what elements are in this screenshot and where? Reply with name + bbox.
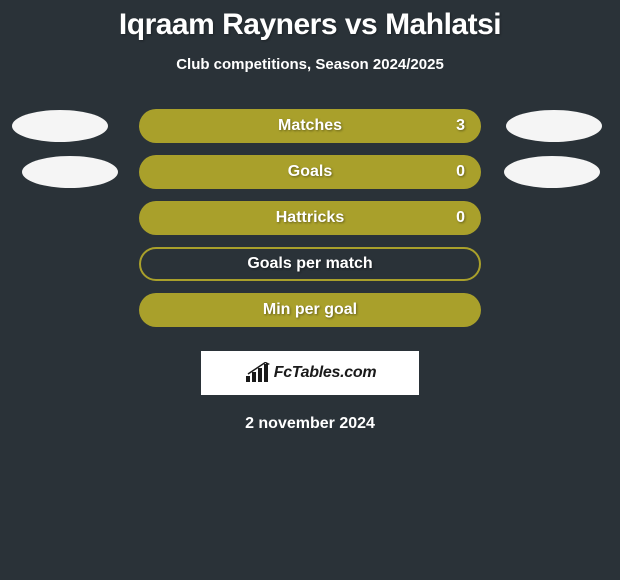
stat-row-goals: Goals 0 [0,155,620,189]
stat-value: 3 [456,117,465,135]
stat-bar: Min per goal [139,293,481,327]
date-label: 2 november 2024 [245,415,375,433]
main-container: Iqraam Rayners vs Mahlatsi Club competit… [0,0,620,580]
stat-row-matches: Matches 3 [0,109,620,143]
page-subtitle: Club competitions, Season 2024/2025 [176,56,444,73]
logo-text: FcTables.com [274,364,377,382]
ellipse-left-icon [22,156,118,188]
stat-label: Goals per match [247,255,372,273]
stat-row-min-per-goal: Min per goal [0,293,620,327]
stat-label: Min per goal [263,301,357,319]
stat-row-hattricks: Hattricks 0 [0,201,620,235]
stats-area: Matches 3 Goals 0 Hattricks 0 Goals per … [0,109,620,327]
page-title: Iqraam Rayners vs Mahlatsi [119,8,501,42]
logo-content: FcTables.com [244,362,377,384]
stat-label: Hattricks [276,209,344,227]
ellipse-left-icon [12,110,108,142]
stat-bar: Goals per match [139,247,481,281]
stat-value: 0 [456,209,465,227]
stat-row-goals-per-match: Goals per match [0,247,620,281]
chart-icon [244,362,270,384]
stat-label: Goals [288,163,332,181]
ellipse-right-icon [504,156,600,188]
stat-bar: Matches 3 [139,109,481,143]
stat-value: 0 [456,163,465,181]
logo-box: FcTables.com [201,351,419,395]
stat-bar: Hattricks 0 [139,201,481,235]
ellipse-right-icon [506,110,602,142]
stat-label: Matches [278,117,342,135]
stat-bar: Goals 0 [139,155,481,189]
